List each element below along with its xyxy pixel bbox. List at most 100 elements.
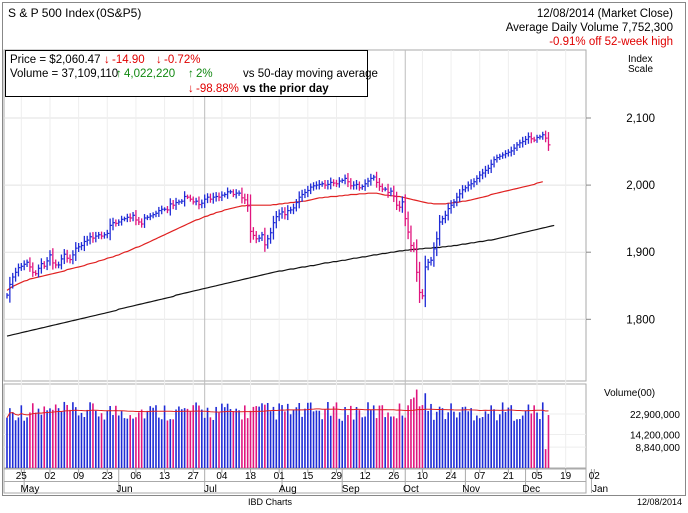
price-bar bbox=[195, 197, 199, 206]
price-bar bbox=[378, 177, 382, 191]
price-bar bbox=[464, 185, 468, 193]
price-bar bbox=[490, 159, 494, 174]
price-bar bbox=[120, 215, 124, 226]
price-bar bbox=[95, 231, 98, 243]
price-bar bbox=[118, 219, 121, 227]
month-label-1: Jun bbox=[116, 484, 132, 495]
volume-axis-title: Volume(00) bbox=[604, 388, 655, 399]
price-bar bbox=[530, 132, 534, 144]
price-bar bbox=[241, 187, 244, 204]
price-bar bbox=[100, 231, 104, 240]
price-bar bbox=[481, 168, 485, 180]
price-bar bbox=[35, 270, 38, 276]
date-tick-label-9: 01 bbox=[274, 471, 286, 482]
volume-change-pct: 2% bbox=[196, 68, 213, 80]
price-panel bbox=[3, 49, 587, 382]
axis-labels: 1,800 1,900 2,000 2,100 8,840,000 14,200,000 2… bbox=[16, 113, 681, 495]
info-box-frame bbox=[5, 50, 368, 97]
price-bar bbox=[507, 149, 511, 157]
month-label-0: May bbox=[20, 484, 39, 495]
price-bar bbox=[89, 232, 93, 245]
price-bar bbox=[6, 293, 9, 299]
prior-day-pct: -98.88% bbox=[196, 83, 239, 95]
price-bar bbox=[413, 242, 416, 253]
vs-50-day-label: vs 50-day moving average bbox=[243, 68, 378, 80]
price-bar bbox=[447, 203, 451, 221]
price-bar bbox=[281, 207, 285, 219]
month-label-5: Oct bbox=[403, 484, 419, 495]
month-label-8: Jan bbox=[592, 484, 608, 495]
price-bar bbox=[57, 261, 61, 269]
price-bar bbox=[209, 193, 213, 203]
price-bar bbox=[522, 136, 525, 148]
price-bar bbox=[499, 153, 502, 160]
price-bar bbox=[83, 235, 87, 252]
price-bar bbox=[387, 183, 391, 198]
price-bar bbox=[75, 242, 78, 261]
date-tick-label-12: 12 bbox=[360, 471, 372, 482]
date-tick-label-13: 26 bbox=[388, 471, 400, 482]
date-tick-label-5: 13 bbox=[159, 471, 171, 482]
index-scale-label-2: Scale bbox=[628, 64, 653, 75]
price-bar bbox=[201, 199, 204, 209]
price-bar bbox=[416, 239, 419, 282]
price-bar bbox=[536, 134, 540, 143]
price-bar bbox=[404, 194, 408, 227]
price-bar bbox=[264, 227, 267, 252]
price-bar bbox=[272, 215, 276, 240]
price-bar bbox=[295, 199, 299, 212]
price-bar bbox=[23, 260, 27, 271]
price-bar bbox=[43, 261, 47, 269]
month-label-6: Nov bbox=[462, 484, 480, 495]
price-bar bbox=[367, 177, 370, 188]
grid-layer bbox=[4, 50, 595, 493]
price-bar bbox=[80, 242, 84, 251]
price-bar bbox=[132, 212, 136, 222]
price-bar bbox=[418, 261, 422, 303]
price-bar bbox=[26, 259, 30, 267]
price-bar bbox=[238, 190, 242, 196]
price-bar bbox=[421, 289, 425, 300]
price-bar bbox=[355, 179, 359, 190]
price-bar bbox=[516, 142, 519, 151]
price-tick-label-2: 2,000 bbox=[626, 180, 655, 192]
price-bar bbox=[289, 206, 293, 214]
price-bar bbox=[410, 225, 413, 253]
pct-down-arrow-icon: ↓ bbox=[156, 54, 162, 66]
price-bar bbox=[86, 235, 90, 246]
price-bar bbox=[192, 196, 196, 205]
price-bar bbox=[493, 156, 497, 168]
price-bar bbox=[539, 134, 542, 140]
price-bar bbox=[524, 135, 528, 145]
price-value: Price = $2,060.47 bbox=[10, 54, 100, 66]
price-bar bbox=[321, 181, 325, 187]
price-bar bbox=[112, 217, 116, 231]
volume-up-arrow-icon: ↑ bbox=[116, 68, 122, 80]
price-bar bbox=[267, 234, 270, 249]
price-bar bbox=[92, 232, 95, 243]
date-tick-label-1: 02 bbox=[44, 471, 56, 482]
price-bar bbox=[138, 216, 141, 226]
price-bar bbox=[393, 185, 396, 203]
price-bar bbox=[527, 132, 531, 144]
price-bar bbox=[519, 139, 522, 149]
price-bar bbox=[37, 264, 41, 278]
date-tick-label-15: 24 bbox=[446, 471, 458, 482]
month-label-4: Sep bbox=[342, 484, 360, 495]
date-tick-label-8: 18 bbox=[245, 471, 257, 482]
price-bar bbox=[258, 234, 262, 243]
price-bar bbox=[221, 191, 224, 202]
price-bar bbox=[178, 199, 181, 205]
price-bar bbox=[235, 189, 239, 199]
price-bar bbox=[275, 210, 279, 229]
price-bar bbox=[476, 175, 479, 185]
date-tick-label-0: 25 bbox=[16, 471, 28, 482]
price-bar bbox=[341, 178, 345, 184]
price-bar bbox=[189, 194, 193, 202]
price-bar bbox=[332, 179, 336, 187]
price-bar bbox=[312, 182, 316, 191]
price-bar bbox=[470, 179, 474, 190]
volume-panel bbox=[3, 383, 587, 469]
vs-prior-day-label: vs the prior day bbox=[243, 83, 329, 95]
price-bar bbox=[307, 185, 310, 198]
